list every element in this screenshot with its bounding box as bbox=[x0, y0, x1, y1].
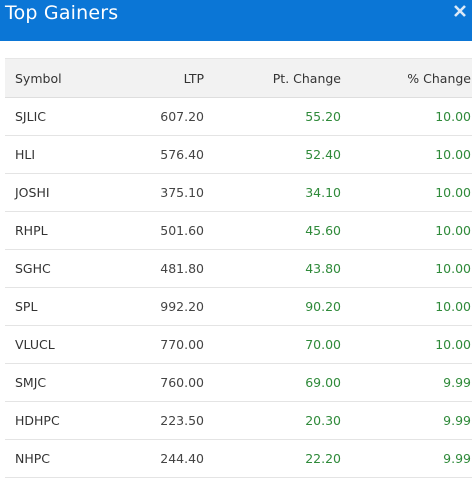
ltp-cell: 223.50 bbox=[160, 413, 204, 428]
pct-change-cell: 10.00 bbox=[435, 109, 471, 124]
pt-change-cell: 45.60 bbox=[305, 223, 341, 238]
table-row[interactable]: SMJC 760.00 69.00 9.99 bbox=[5, 364, 472, 402]
symbol-cell: SMJC bbox=[15, 375, 47, 390]
table-row[interactable]: SGHC 481.80 43.80 10.00 bbox=[5, 250, 472, 288]
pct-change-cell: 10.00 bbox=[435, 299, 471, 314]
table-row[interactable]: VLUCL 770.00 70.00 10.00 bbox=[5, 326, 472, 364]
pt-change-cell: 55.20 bbox=[305, 109, 341, 124]
table-row[interactable]: HLI 576.40 52.40 10.00 bbox=[5, 136, 472, 174]
ltp-cell: 576.40 bbox=[160, 147, 204, 162]
pct-change-cell: 10.00 bbox=[435, 337, 471, 352]
ltp-cell: 375.10 bbox=[160, 185, 204, 200]
pct-change-cell: 9.99 bbox=[443, 375, 471, 390]
table-row[interactable]: JOSHI 375.10 34.10 10.00 bbox=[5, 174, 472, 212]
pt-change-cell: 34.10 bbox=[305, 185, 341, 200]
ltp-cell: 760.00 bbox=[160, 375, 204, 390]
gainers-table-container: Symbol LTP Pt. Change % Change SJLIC 607.… bbox=[5, 58, 472, 478]
table-row[interactable]: RHPL 501.60 45.60 10.00 bbox=[5, 212, 472, 250]
gainers-table: Symbol LTP Pt. Change % Change SJLIC 607.… bbox=[5, 58, 472, 478]
pct-change-cell: 9.99 bbox=[443, 451, 471, 466]
title-bar: Top Gainers bbox=[0, 0, 472, 41]
symbol-cell: JOSHI bbox=[15, 185, 50, 200]
symbol-cell: HDHPC bbox=[15, 413, 60, 428]
symbol-cell: RHPL bbox=[15, 223, 48, 238]
close-icon[interactable] bbox=[452, 3, 468, 19]
table-header-row: Symbol LTP Pt. Change % Change bbox=[5, 58, 472, 98]
pct-change-cell: 10.00 bbox=[435, 261, 471, 276]
pt-change-cell: 90.20 bbox=[305, 299, 341, 314]
symbol-cell: HLI bbox=[15, 147, 36, 162]
column-header-pt-change[interactable]: Pt. Change bbox=[204, 58, 341, 98]
column-header-pct-change[interactable]: % Change bbox=[341, 58, 472, 98]
table-row[interactable]: SPL 992.20 90.20 10.00 bbox=[5, 288, 472, 326]
ltp-cell: 607.20 bbox=[160, 109, 204, 124]
column-header-symbol[interactable]: Symbol bbox=[5, 58, 107, 98]
symbol-cell: NHPC bbox=[15, 451, 51, 466]
pct-change-cell: 10.00 bbox=[435, 147, 471, 162]
table-row[interactable]: SJLIC 607.20 55.20 10.00 bbox=[5, 98, 472, 136]
table-body: SJLIC 607.20 55.20 10.00 HLI 576.40 52.40 10.00… bbox=[5, 98, 472, 478]
symbol-cell: SGHC bbox=[15, 261, 51, 276]
table-row[interactable]: HDHPC 223.50 20.30 9.99 bbox=[5, 402, 472, 440]
ltp-cell: 481.80 bbox=[160, 261, 204, 276]
pt-change-cell: 70.00 bbox=[305, 337, 341, 352]
window-title: Top Gainers bbox=[5, 2, 119, 24]
pt-change-cell: 43.80 bbox=[305, 261, 341, 276]
pt-change-cell: 69.00 bbox=[305, 375, 341, 390]
table-row[interactable]: NHPC 244.40 22.20 9.99 bbox=[5, 440, 472, 478]
symbol-cell: SJLIC bbox=[15, 109, 46, 124]
ltp-cell: 992.20 bbox=[160, 299, 204, 314]
pct-change-cell: 10.00 bbox=[435, 223, 471, 238]
pct-change-cell: 10.00 bbox=[435, 185, 471, 200]
column-header-ltp[interactable]: LTP bbox=[107, 58, 204, 98]
ltp-cell: 244.40 bbox=[160, 451, 204, 466]
ltp-cell: 770.00 bbox=[160, 337, 204, 352]
pt-change-cell: 52.40 bbox=[305, 147, 341, 162]
ltp-cell: 501.60 bbox=[160, 223, 204, 238]
symbol-cell: VLUCL bbox=[15, 337, 55, 352]
symbol-cell: SPL bbox=[15, 299, 38, 314]
pt-change-cell: 20.30 bbox=[305, 413, 341, 428]
pct-change-cell: 9.99 bbox=[443, 413, 471, 428]
pt-change-cell: 22.20 bbox=[305, 451, 341, 466]
